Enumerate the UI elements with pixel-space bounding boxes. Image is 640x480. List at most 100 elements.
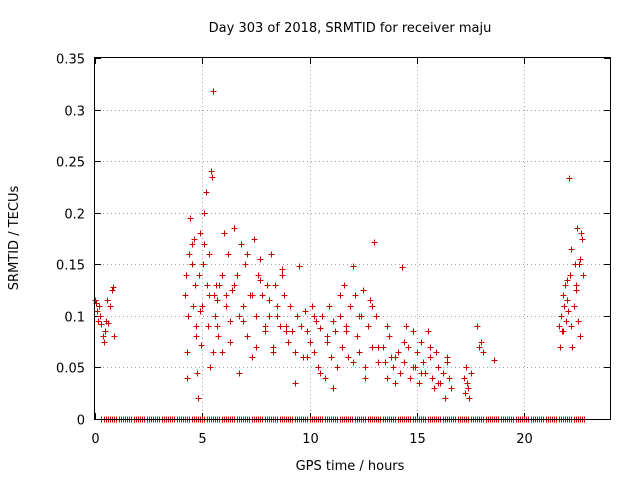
y-axis-label: SRMTID / TECUs (7, 186, 22, 291)
data-point (102, 328, 109, 335)
data-point (209, 174, 216, 181)
data-point (461, 375, 468, 382)
data-point (255, 272, 262, 279)
y-tick-label: 0.2 (64, 208, 85, 223)
data-point (405, 344, 412, 351)
x-tick-label: 20 (516, 432, 533, 447)
data-point (184, 349, 191, 356)
y-tick-label: 0.25 (56, 156, 85, 171)
data-point (274, 303, 281, 310)
x-tick-label: 5 (198, 432, 206, 447)
data-point (371, 239, 378, 246)
data-point (384, 323, 391, 330)
data-point (560, 292, 567, 299)
data-point (565, 308, 572, 315)
data-point (302, 308, 309, 315)
data-point (382, 359, 389, 366)
data-point (354, 333, 361, 340)
data-point (199, 303, 206, 310)
data-point (401, 339, 408, 346)
data-point (264, 282, 271, 289)
data-point (568, 323, 575, 330)
data-point (240, 318, 247, 325)
data-point (249, 354, 256, 361)
data-point (429, 375, 436, 382)
data-point (386, 333, 393, 340)
x-tick-label: 10 (302, 432, 319, 447)
data-point (203, 189, 210, 196)
data-point (410, 364, 417, 371)
data-point (375, 359, 382, 366)
data-point (193, 323, 200, 330)
data-point (356, 349, 363, 356)
data-point (109, 287, 116, 294)
data-point (563, 318, 570, 325)
data-point (369, 303, 376, 310)
data-point (418, 370, 425, 377)
data-point (414, 349, 421, 356)
data-point (214, 297, 221, 304)
data-point (392, 354, 399, 361)
data-point (208, 168, 215, 175)
data-point (440, 370, 447, 377)
axis-ticks: 0 0.05 0.1 0.15 0.2 0.25 0.3 0.35 0 5 10 15 20 (56, 53, 610, 447)
data-point (337, 292, 344, 299)
data-point (317, 370, 324, 377)
data-point (578, 230, 585, 237)
data-point (189, 261, 196, 268)
data-point (105, 320, 112, 327)
data-point (326, 303, 333, 310)
data-point (380, 344, 387, 351)
data-point (466, 395, 473, 402)
data-point (204, 282, 211, 289)
data-point (111, 333, 118, 340)
data-point (350, 359, 357, 366)
data-point (259, 292, 266, 299)
data-point (251, 236, 258, 243)
data-point (229, 287, 236, 294)
data-point (401, 359, 408, 366)
data-point (101, 339, 108, 346)
data-point (242, 261, 249, 268)
data-point (365, 323, 372, 330)
data-point (231, 225, 238, 232)
data-point (274, 313, 281, 320)
data-point (97, 313, 104, 320)
data-point (96, 303, 103, 310)
data-point (107, 303, 114, 310)
data-point (392, 380, 399, 387)
data-point (249, 292, 256, 299)
data-point (324, 339, 331, 346)
y-tick-label: 0.15 (56, 259, 85, 274)
data-point (186, 251, 193, 258)
data-point (390, 364, 397, 371)
data-point (579, 236, 586, 243)
data-point (268, 251, 275, 258)
data-point (569, 344, 576, 351)
data-point (433, 349, 440, 356)
data-point (573, 287, 580, 294)
y-tick-label: 0.3 (64, 105, 85, 120)
data-point (476, 344, 483, 351)
data-point (334, 364, 341, 371)
data-point (253, 313, 260, 320)
data-point (418, 339, 425, 346)
data-point (427, 354, 434, 361)
data-point (198, 342, 205, 349)
data-point (240, 303, 247, 310)
data-point (337, 313, 344, 320)
data-point (577, 256, 584, 263)
data-point (567, 272, 574, 279)
data-point (446, 375, 453, 382)
data-point (480, 349, 487, 356)
data-point (442, 395, 449, 402)
data-point (189, 241, 196, 248)
data-point (196, 272, 203, 279)
data-point (463, 364, 470, 371)
data-point (285, 339, 292, 346)
data-point (575, 318, 582, 325)
data-point (195, 395, 202, 402)
data-point (279, 266, 286, 273)
data-point (231, 282, 238, 289)
